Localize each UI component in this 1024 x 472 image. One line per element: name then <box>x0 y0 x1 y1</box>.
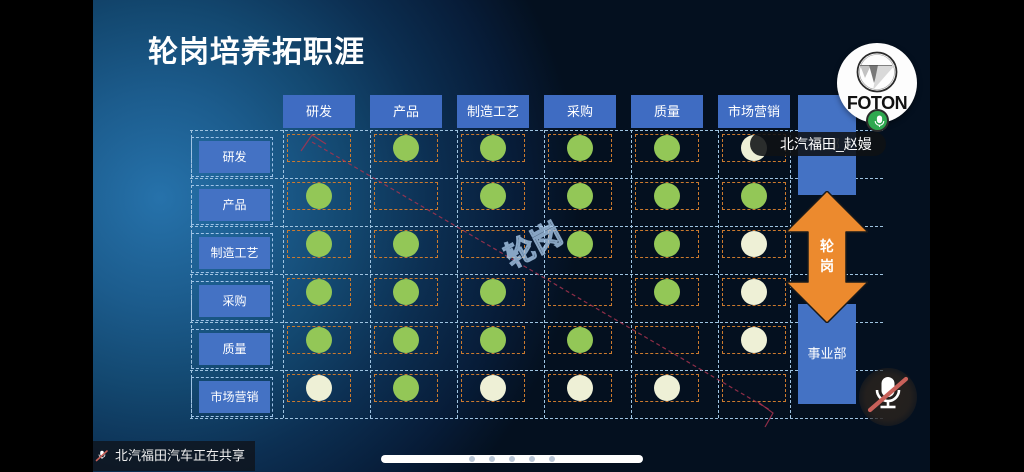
svg-text:轮: 轮 <box>820 238 834 254</box>
svg-text:岗: 岗 <box>820 258 834 274</box>
